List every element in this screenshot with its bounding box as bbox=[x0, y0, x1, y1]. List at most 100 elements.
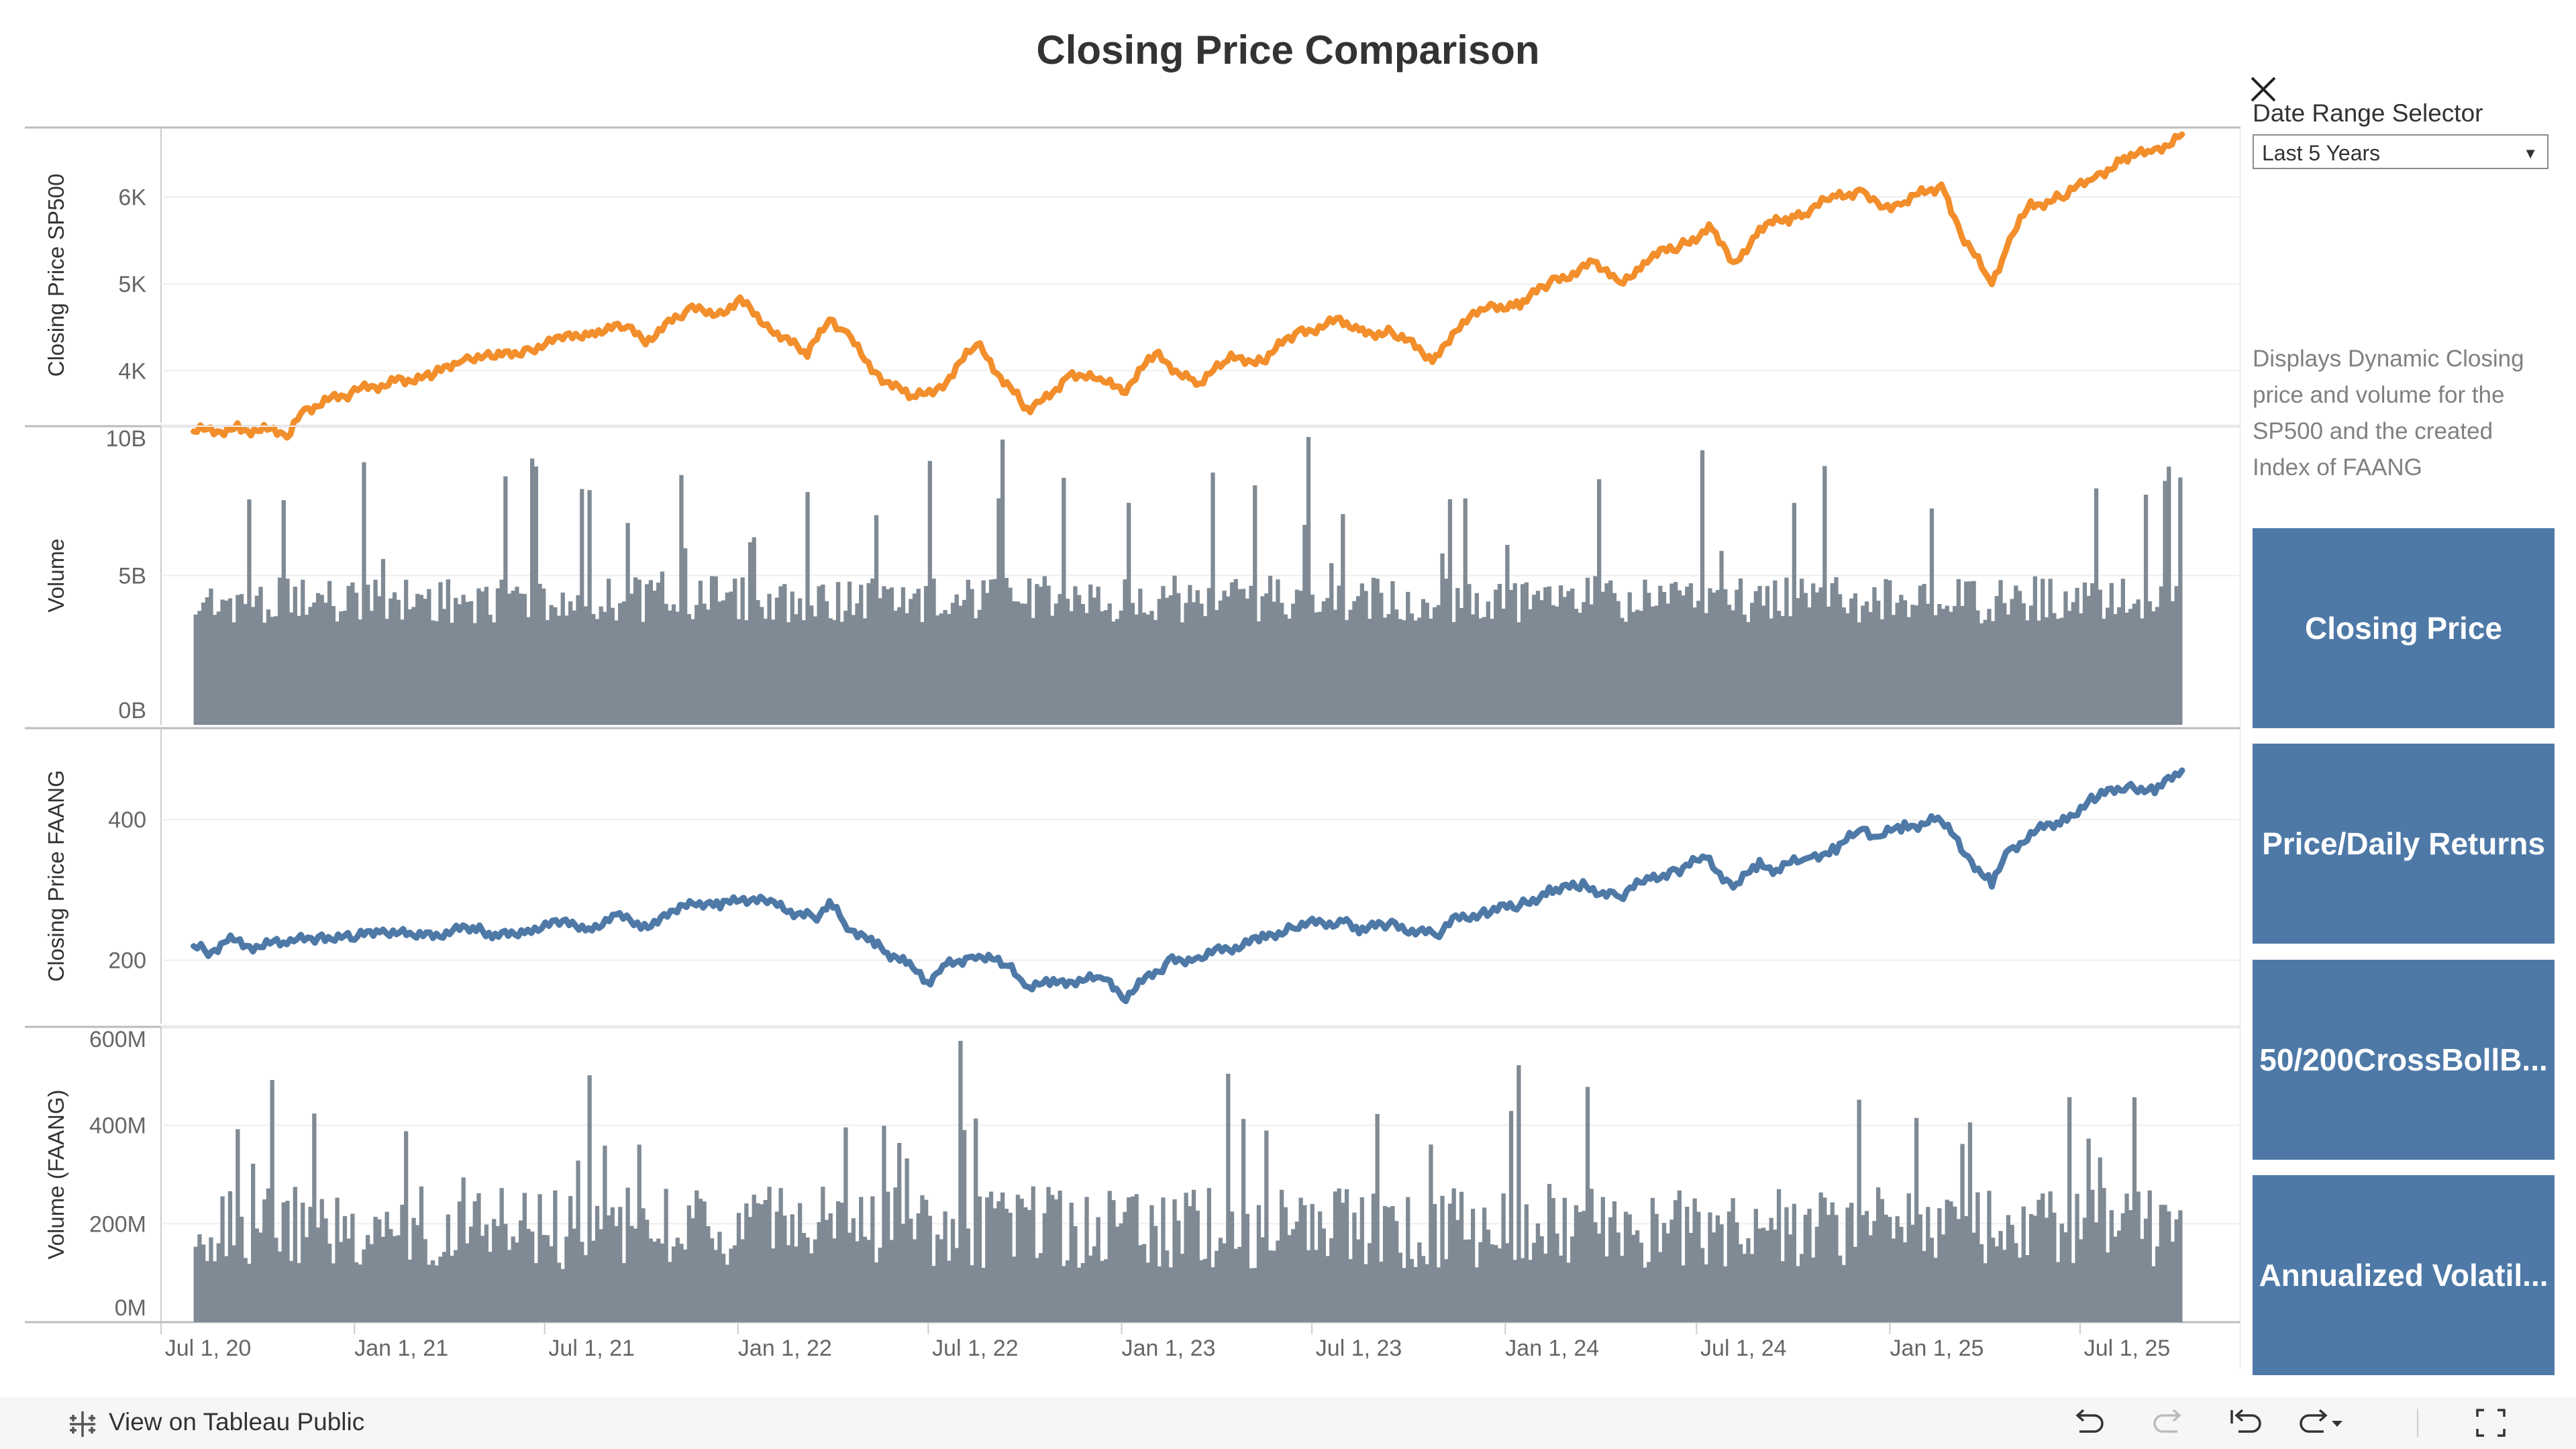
volume-bar bbox=[2151, 611, 2156, 725]
volume-bar bbox=[1906, 1193, 1911, 1322]
volume-bar bbox=[465, 1243, 470, 1322]
volume-bar bbox=[870, 1196, 875, 1322]
volume-bar bbox=[1994, 596, 1999, 725]
volume-bar bbox=[1088, 585, 1093, 725]
volume-bar bbox=[411, 1217, 416, 1322]
volume-bar bbox=[1092, 1246, 1097, 1322]
nav-button-closing-price[interactable]: Closing Price bbox=[2253, 528, 2555, 728]
volume-bar bbox=[1551, 1198, 1555, 1322]
volume-bar bbox=[1413, 620, 1418, 725]
volume-bar bbox=[886, 1191, 890, 1322]
volume-bar bbox=[839, 621, 844, 725]
volume-bar bbox=[1429, 1144, 1433, 1322]
volume-bar bbox=[916, 1213, 921, 1322]
volume-bar bbox=[2163, 481, 2167, 725]
volume-bar bbox=[1390, 1206, 1395, 1322]
view-on-tableau-link[interactable]: View on Tableau Public bbox=[109, 1408, 365, 1436]
volume-bar bbox=[1371, 1193, 1376, 1322]
fullscreen-icon[interactable] bbox=[2472, 1406, 2510, 1440]
volume-bar bbox=[1945, 1199, 1949, 1322]
volume-bar bbox=[947, 1260, 951, 1322]
volume-bar bbox=[1998, 1231, 2003, 1322]
volume-bar bbox=[1539, 1236, 1544, 1322]
volume-bar bbox=[251, 1163, 256, 1322]
volume-bar bbox=[1008, 587, 1013, 725]
volume-bar bbox=[610, 607, 615, 725]
y-axis-title: Volume bbox=[44, 538, 68, 612]
volume-bar bbox=[1677, 1190, 1682, 1322]
close-icon[interactable] bbox=[2247, 72, 2280, 106]
volume-bar bbox=[1647, 593, 1651, 725]
volume-bar bbox=[1280, 1189, 1284, 1322]
volume-bar bbox=[2017, 1257, 2022, 1322]
volume-bar bbox=[1822, 466, 1827, 725]
volume-bar bbox=[1979, 1244, 1984, 1322]
volume-bar bbox=[1914, 1117, 1919, 1322]
volume-bar bbox=[354, 593, 359, 725]
volume-bar bbox=[821, 585, 825, 725]
volume-bar bbox=[2010, 599, 2014, 725]
tableau-logo-icon bbox=[70, 1411, 95, 1437]
volume-bar bbox=[2048, 579, 2053, 725]
volume-bar bbox=[1474, 593, 1479, 725]
volume-bar bbox=[1692, 607, 1697, 725]
volume-bar bbox=[507, 1250, 512, 1322]
volume-bar bbox=[729, 591, 733, 725]
volume-bars bbox=[193, 1040, 2183, 1322]
redo-icon[interactable] bbox=[2149, 1406, 2187, 1440]
volume-bar bbox=[1723, 589, 1728, 725]
volume-bar bbox=[1436, 1267, 1441, 1322]
volume-bar bbox=[1899, 1226, 1904, 1322]
volume-bar bbox=[1421, 599, 1426, 725]
volume-bar bbox=[438, 1256, 443, 1322]
volume-bar bbox=[1298, 591, 1303, 725]
volume-bar bbox=[652, 1242, 657, 1322]
volume-bar bbox=[954, 1248, 959, 1322]
volume-bar bbox=[1623, 1211, 1629, 1322]
volume-bar bbox=[1876, 601, 1881, 725]
revert-icon[interactable] bbox=[2226, 1406, 2264, 1440]
volume-bar bbox=[1107, 1191, 1112, 1322]
volume-bar bbox=[1027, 1210, 1032, 1322]
volume-bar bbox=[1039, 587, 1043, 725]
volume-bar bbox=[2109, 1210, 2114, 1322]
volume-bar bbox=[468, 601, 474, 725]
volume-bar bbox=[434, 621, 439, 725]
volume-bar bbox=[2021, 603, 2026, 725]
volume-bar bbox=[366, 585, 370, 725]
nav-button-price-daily-returns[interactable]: Price/Daily Returns bbox=[2253, 744, 2555, 944]
volume-bar bbox=[893, 611, 898, 725]
volume-bar bbox=[1788, 1234, 1793, 1322]
volume-bar bbox=[1145, 614, 1150, 725]
volume-bar bbox=[748, 1217, 753, 1322]
volume-bar bbox=[1773, 580, 1778, 725]
volume-bar bbox=[1145, 1262, 1150, 1322]
volume-bar bbox=[331, 606, 336, 725]
volume-bar bbox=[1341, 1203, 1345, 1322]
date-range-dropdown[interactable]: Last 5 Years ▼ bbox=[2253, 134, 2548, 169]
volume-bar bbox=[1620, 1256, 1625, 1322]
volume-bar bbox=[1888, 1217, 1892, 1322]
volume-bar bbox=[1226, 1073, 1231, 1322]
volume-bar bbox=[1929, 1238, 1935, 1322]
undo-icon[interactable] bbox=[2070, 1406, 2108, 1440]
volume-bar bbox=[1753, 1209, 1758, 1322]
volume-bar bbox=[560, 1268, 565, 1322]
nav-button-cross-bollinger[interactable]: 50/200CrossBollB... bbox=[2253, 960, 2555, 1160]
x-tick-label: Jan 1, 23 bbox=[1122, 1336, 1216, 1361]
volume-bar bbox=[2143, 495, 2149, 725]
volume-bar bbox=[495, 1226, 501, 1322]
volume-bar bbox=[499, 579, 504, 725]
volume-bar bbox=[1604, 1256, 1609, 1322]
volume-bar bbox=[1704, 1264, 1708, 1322]
refresh-icon[interactable] bbox=[2298, 1406, 2345, 1440]
volume-bar bbox=[1784, 1207, 1789, 1322]
volume-bar bbox=[1092, 597, 1097, 725]
charts-area[interactable]: 4K 5K 6K Closing Price SP500 0B 5B 10B Volume 20… bbox=[0, 121, 2240, 1369]
nav-button-annualized-volatility[interactable]: Annualized Volatil... bbox=[2253, 1175, 2555, 1375]
volume-bar bbox=[346, 586, 351, 725]
volume-bar bbox=[530, 1231, 535, 1322]
volume-bar bbox=[1643, 579, 1647, 725]
volume-bar bbox=[874, 1262, 879, 1322]
volume-bar bbox=[1482, 617, 1487, 725]
